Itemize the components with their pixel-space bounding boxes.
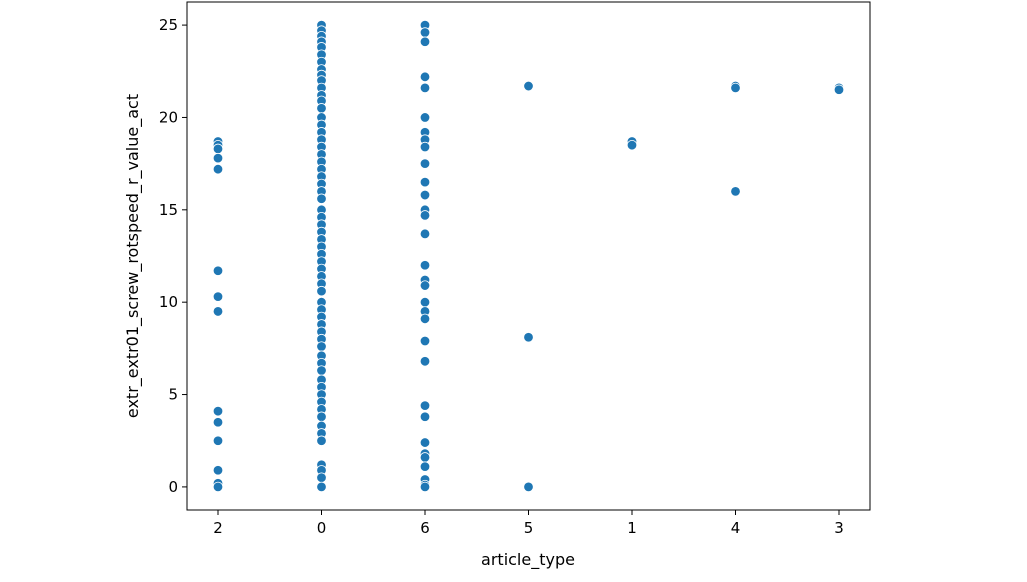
data-point [419, 296, 431, 308]
data-point [212, 163, 224, 175]
data-point [419, 27, 431, 38]
data-point [316, 481, 327, 493]
data-point [419, 189, 431, 201]
data-point [419, 437, 431, 448]
data-point [212, 152, 224, 164]
y-tick-label: 15 [159, 201, 178, 219]
data-point [419, 260, 431, 271]
data-point [523, 80, 534, 92]
data-point [730, 82, 741, 94]
y-tick-label: 25 [159, 16, 178, 34]
x-tick-label: 1 [627, 519, 637, 537]
data-point [316, 103, 327, 114]
data-point [212, 405, 224, 417]
points-layer [212, 19, 845, 493]
data-point [833, 84, 845, 95]
x-tick-label: 2 [213, 519, 223, 537]
x-axis-label: article_type [481, 550, 575, 570]
y-tick-label: 20 [159, 108, 178, 126]
data-point [212, 435, 224, 446]
y-axis: 0 5 10 15 20 25 [159, 16, 187, 496]
data-point [419, 82, 431, 94]
data-point [419, 112, 431, 123]
data-point [316, 411, 327, 422]
data-point [419, 356, 431, 367]
data-point [316, 193, 327, 204]
y-tick-label: 5 [168, 386, 178, 404]
data-point [419, 280, 431, 291]
x-tick-label: 4 [731, 519, 741, 537]
data-point [419, 411, 431, 422]
data-point [419, 71, 431, 83]
data-point [419, 228, 431, 240]
data-point [419, 158, 431, 169]
y-tick-label: 0 [168, 478, 178, 496]
y-tick-label: 10 [159, 293, 178, 311]
x-tick-label: 5 [524, 519, 534, 537]
x-axis: 2 0 6 5 1 4 3 [213, 510, 844, 537]
data-point [316, 285, 327, 297]
data-point [212, 481, 224, 493]
y-axis-label: extr_extr01_screw_rotspeed_r_value_act [123, 94, 143, 418]
data-point [419, 141, 431, 153]
data-point [419, 461, 431, 472]
data-point [316, 365, 327, 376]
x-tick-label: 6 [420, 519, 430, 537]
data-point [419, 400, 431, 411]
data-point [212, 306, 224, 317]
data-point [419, 176, 431, 188]
data-point [419, 335, 431, 347]
x-tick-label: 3 [834, 519, 844, 537]
data-point [419, 481, 431, 493]
data-point [316, 341, 327, 352]
data-point [419, 452, 431, 463]
data-point [419, 313, 431, 325]
data-point [212, 291, 224, 302]
x-tick-label: 0 [317, 519, 327, 537]
data-point [316, 472, 327, 483]
data-point [419, 210, 431, 221]
data-point [316, 435, 327, 446]
plot-frame [186, 1, 871, 511]
data-point [523, 332, 534, 343]
data-point [523, 481, 534, 493]
data-point [212, 265, 224, 276]
data-point [419, 36, 431, 47]
data-point [212, 143, 224, 155]
data-point [212, 465, 224, 476]
data-point [730, 186, 741, 197]
data-point [212, 417, 224, 428]
data-point [626, 139, 638, 151]
